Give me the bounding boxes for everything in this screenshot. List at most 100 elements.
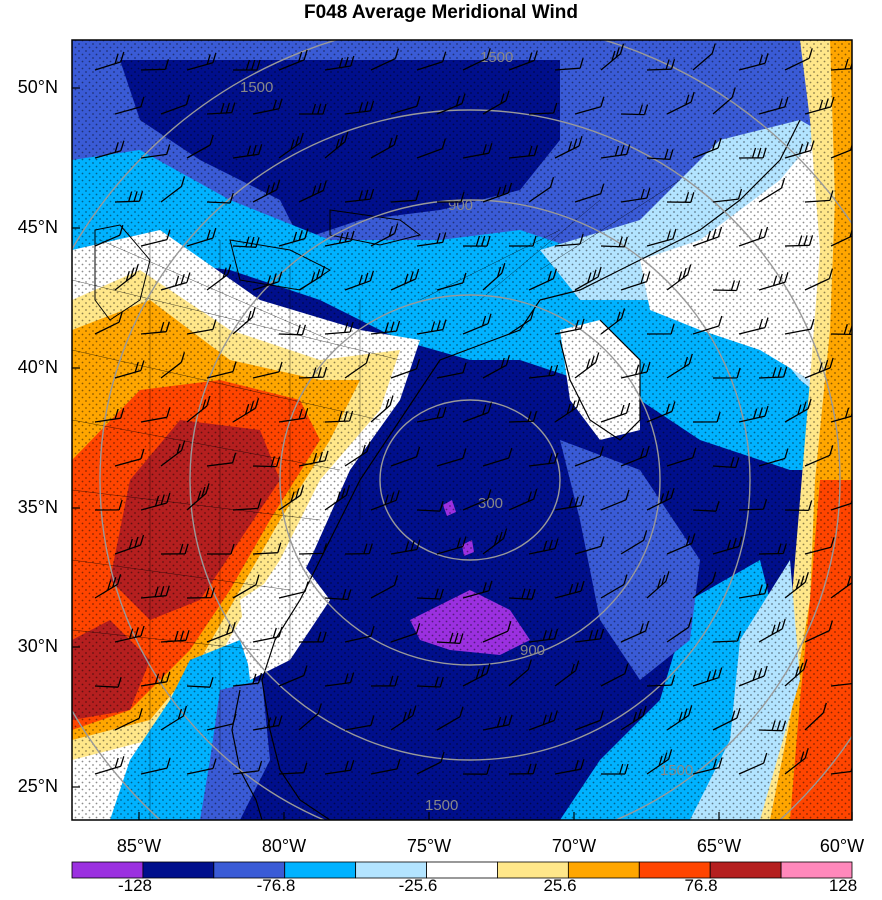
wind-barb xyxy=(278,408,309,423)
wind-barb xyxy=(462,143,493,159)
wind-barb xyxy=(528,177,555,203)
wind-barb xyxy=(830,407,852,423)
wind-barb xyxy=(462,235,491,247)
wind-barb xyxy=(758,272,789,291)
wind-barb xyxy=(344,352,371,379)
range-ring-600 xyxy=(279,294,661,666)
wind-barb xyxy=(692,315,723,335)
wind-barb xyxy=(232,236,260,248)
wind-barb xyxy=(554,580,585,599)
wind-barb xyxy=(252,98,283,115)
wind-barb xyxy=(232,498,262,511)
wind-barb xyxy=(324,321,354,335)
ring-label-1500-se: 1500 xyxy=(660,762,693,779)
wind-barb xyxy=(554,233,584,247)
wind-barb xyxy=(206,361,237,379)
wind-barb xyxy=(160,543,189,555)
wind-barb xyxy=(784,500,813,512)
wind-barb xyxy=(186,483,210,511)
wind-barb xyxy=(574,628,605,643)
wind-barb xyxy=(574,183,605,203)
wind-barb xyxy=(390,705,417,731)
wind-barb xyxy=(666,533,696,555)
wind-barb xyxy=(738,147,767,159)
wind-barb xyxy=(278,762,308,775)
wind-barb xyxy=(370,134,398,159)
wind-barb xyxy=(233,59,261,71)
wind-barb xyxy=(232,574,260,599)
wind-barb xyxy=(574,96,605,115)
wind-barb xyxy=(600,144,631,159)
wind-barb xyxy=(298,266,326,291)
wind-barb xyxy=(140,229,171,247)
colorbar-swatch xyxy=(780,861,853,879)
wind-barb xyxy=(784,659,808,687)
map-frame xyxy=(71,39,853,821)
ring-label-1500-n: 1500 xyxy=(480,49,513,66)
wind-barb xyxy=(299,103,327,115)
wind-barb xyxy=(344,715,375,731)
wind-barb xyxy=(462,402,493,423)
ring-label-1500-nw: 1500 xyxy=(240,79,273,96)
wind-barb xyxy=(528,102,558,115)
wind-barb xyxy=(804,620,834,643)
wind-barb xyxy=(324,410,354,423)
map-title: F048 Average Meridional Wind xyxy=(304,2,578,23)
wind-barb xyxy=(114,708,143,731)
wind-barb xyxy=(416,232,447,247)
wind-barb xyxy=(646,228,677,247)
wind-barb xyxy=(692,43,716,71)
wind-barb xyxy=(252,542,282,555)
wind-barb xyxy=(436,272,467,291)
wind-barb xyxy=(436,362,467,379)
wind-barb xyxy=(554,495,585,511)
wind-barb xyxy=(666,192,695,203)
wind-barb xyxy=(252,456,281,468)
wind-barb xyxy=(758,366,788,379)
range-ring-1200 xyxy=(99,109,841,820)
wind-barb xyxy=(620,705,647,731)
colorbar-label-2: -76.8 xyxy=(256,876,296,895)
wind-barb xyxy=(574,536,605,555)
wind-barb xyxy=(508,588,536,600)
wind-barb xyxy=(186,52,217,71)
wind-barb xyxy=(344,441,371,467)
wind-barb xyxy=(232,144,263,159)
axis-ticks xyxy=(72,87,853,820)
wind-barb xyxy=(324,485,351,511)
wind-barb xyxy=(114,534,145,555)
wind-barb xyxy=(390,268,420,291)
wind-barb xyxy=(784,572,809,599)
wind-barb xyxy=(114,96,145,115)
wind-barb xyxy=(646,674,676,687)
wind-barb xyxy=(528,628,559,643)
wind-barb xyxy=(784,398,812,423)
wind-barb xyxy=(804,96,835,115)
wind-barb xyxy=(160,352,186,379)
wind-barb xyxy=(390,190,420,203)
wind-barb xyxy=(646,148,674,161)
wind-barb xyxy=(298,366,328,379)
wind-barb xyxy=(528,452,559,467)
wind-barb xyxy=(758,543,787,555)
wind-barb xyxy=(738,317,769,335)
wind-barb xyxy=(140,407,171,423)
wind-barb xyxy=(370,395,394,423)
wind-barb xyxy=(370,758,401,775)
wind-barb xyxy=(692,501,720,512)
wind-barb xyxy=(508,145,539,159)
wind-barb xyxy=(620,445,650,467)
wind-barb xyxy=(666,705,693,731)
lat-label-50n: 50°N xyxy=(17,77,58,97)
wind-barb xyxy=(666,353,693,379)
wind-barb xyxy=(666,264,692,291)
coastline-canada xyxy=(539,119,801,441)
coastline-east-us xyxy=(261,299,541,820)
significance-stipple xyxy=(72,40,852,820)
wind-barb xyxy=(140,59,170,71)
wind-barb xyxy=(232,760,263,775)
wind-barb xyxy=(344,270,375,291)
wind-barb xyxy=(758,96,789,115)
wind-barb xyxy=(416,676,444,688)
